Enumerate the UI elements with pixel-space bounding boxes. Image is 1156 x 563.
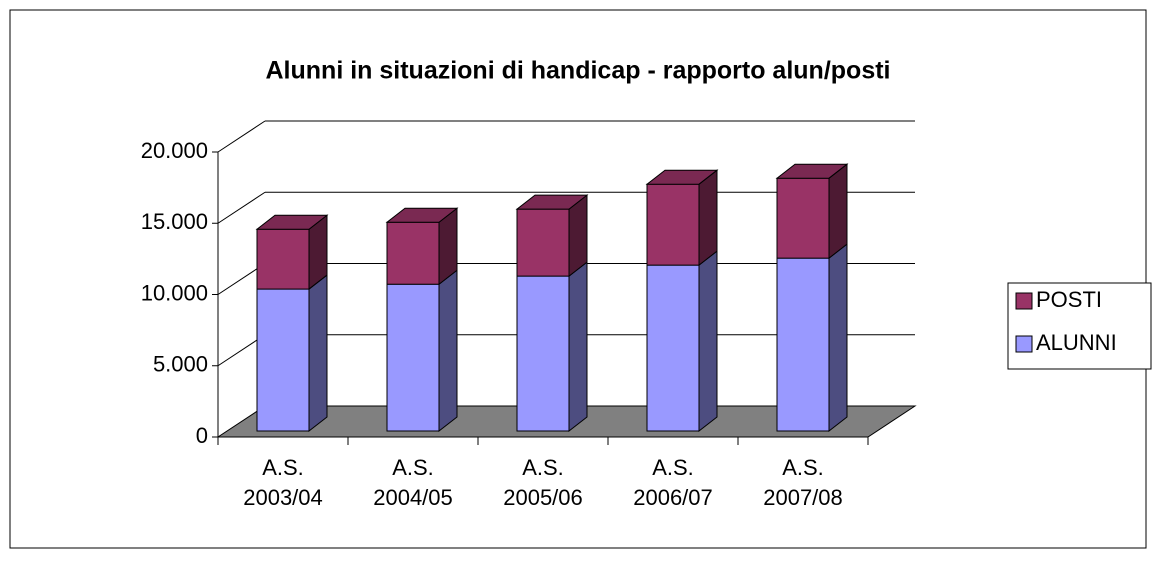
bar-side — [828, 243, 848, 433]
x-tick-label: A.S. 2004/05 — [373, 455, 453, 510]
bar — [516, 208, 570, 277]
bar-side — [568, 261, 588, 433]
y-tick-label: 15.000 — [141, 209, 208, 234]
bar-side — [308, 274, 328, 433]
bar-top — [515, 194, 589, 210]
bar — [256, 228, 310, 290]
legend-label: ALUNNI — [1036, 330, 1117, 355]
y-tick-label: 10.000 — [141, 280, 208, 305]
y-tick-label: 5.000 — [153, 352, 208, 377]
y-tick-label: 0 — [196, 423, 208, 448]
grid-line — [217, 191, 266, 224]
legend-label: POSTI — [1036, 287, 1102, 312]
x-tick-label: A.S. 2003/04 — [243, 455, 323, 510]
bar-side — [698, 250, 718, 433]
y-tick-label: 20.000 — [141, 138, 208, 163]
bar-top — [775, 163, 849, 179]
bar-side — [438, 269, 458, 433]
x-tick-label: A.S. 2007/08 — [763, 455, 843, 510]
bar — [776, 257, 830, 432]
bar-side — [698, 169, 718, 267]
bar-side — [828, 163, 848, 260]
bar — [776, 177, 830, 259]
bar — [386, 283, 440, 432]
chart-title: Alunni in situazioni di handicap - rappo… — [266, 57, 891, 85]
bar-top — [385, 207, 459, 223]
bar-top — [645, 169, 719, 185]
bar — [256, 288, 310, 432]
bar — [646, 264, 700, 432]
bar-top — [255, 214, 329, 230]
grid-line — [217, 120, 266, 153]
x-tick-label: A.S. 2005/06 — [503, 455, 583, 510]
x-tick-label: A.S. 2006/07 — [633, 455, 713, 510]
bar — [646, 183, 700, 266]
legend-swatch — [1015, 292, 1033, 310]
bar — [386, 221, 440, 285]
bar — [516, 275, 570, 432]
legend-swatch — [1015, 335, 1033, 353]
